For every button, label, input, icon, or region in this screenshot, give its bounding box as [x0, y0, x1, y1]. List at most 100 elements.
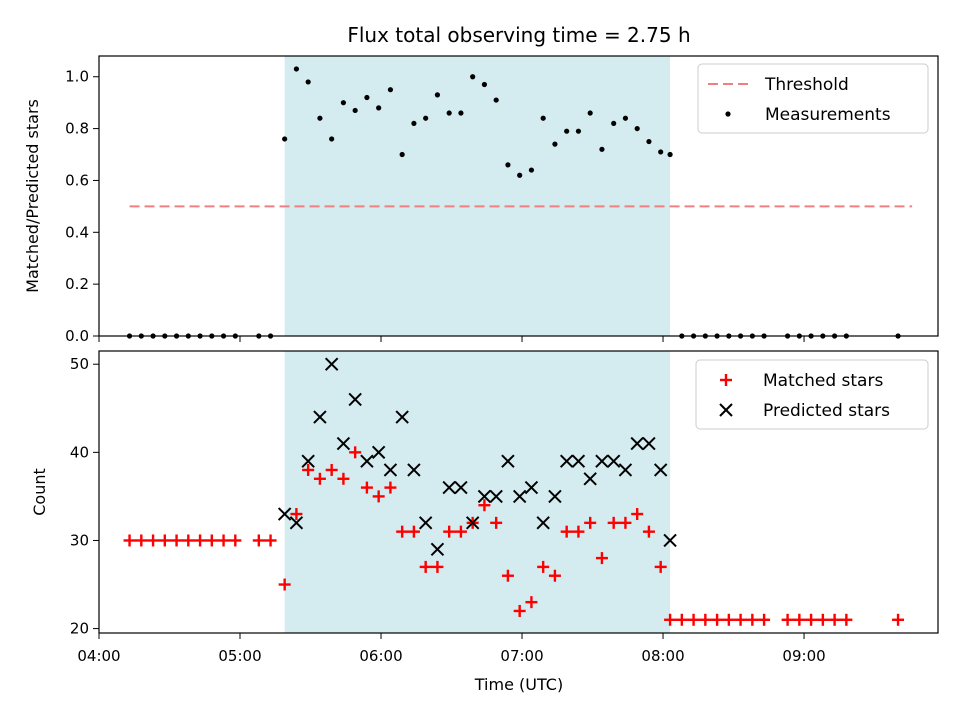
measurement-point: [446, 110, 452, 116]
legend-matched-label: Matched stars: [763, 371, 883, 391]
matched-star-point: [313, 472, 326, 485]
matched-star-point: [746, 613, 759, 626]
top-legend: Threshold Measurements: [697, 63, 929, 134]
matched-star-point: [816, 613, 829, 626]
matched-star-point: [687, 613, 700, 626]
measurement-point: [540, 115, 546, 121]
bottom-ytick-label: 50: [70, 355, 89, 373]
matched-star-point: [525, 596, 538, 609]
measurement-point: [622, 115, 629, 121]
predicted-star-point: [442, 480, 456, 495]
measurement-point: [481, 81, 488, 88]
predicted-star-point: [301, 454, 315, 468]
measurement-point: [470, 74, 476, 80]
measurement-point: [493, 97, 499, 103]
predicted-star-point: [336, 436, 351, 451]
xtick-label: 05:00: [218, 647, 261, 665]
matched-star-point: [278, 578, 291, 591]
predicted-star-point: [571, 454, 586, 468]
matched-star-point: [229, 534, 242, 547]
top-ytick-label: 0.4: [65, 223, 89, 241]
predicted-star-point: [606, 454, 621, 468]
measurement-point: [305, 79, 311, 85]
chart-title: Flux total observing time = 2.75 h: [347, 23, 690, 47]
measurement-point: [517, 172, 523, 178]
matched-star-point: [607, 516, 620, 529]
predicted-star-point: [630, 436, 644, 451]
matched-star-point: [302, 463, 315, 476]
bottom-ytick-label: 40: [70, 443, 89, 461]
xtick-label: 04:00: [77, 647, 120, 665]
measurement-point: [387, 87, 394, 93]
top-legend-box: [697, 63, 929, 134]
predicted-star-point: [465, 516, 480, 530]
matched-star-point: [722, 613, 735, 626]
matched-star-point: [572, 525, 585, 538]
matched-star-point: [384, 481, 397, 494]
measurement-point: [364, 94, 370, 101]
matched-star-point: [595, 552, 608, 565]
bottom-axes-frame: [98, 350, 939, 634]
predicted-star-point: [642, 436, 656, 451]
matched-star-point: [711, 613, 724, 626]
matched-star-point: [396, 525, 409, 538]
matched-star-point: [170, 534, 183, 547]
xtick-label: 09:00: [782, 647, 825, 665]
matched-star-point: [360, 481, 373, 494]
predicted-star-point: [548, 489, 562, 504]
predicted-star-point: [418, 516, 433, 530]
matched-star-point: [584, 516, 597, 529]
measurement-point: [634, 125, 640, 132]
measurement-point: [411, 120, 417, 127]
top-panel: 0.0 0.2 0.4 0.6 0.8 1.0 Matched/Predicted sta…: [23, 55, 939, 345]
predicted-star-point: [289, 516, 304, 530]
bottom-observing-span: [284, 351, 671, 633]
matched-star-point: [443, 525, 456, 538]
predicted-star-point: [512, 489, 527, 504]
predicted-star-point: [501, 454, 515, 468]
matched-star-point: [419, 560, 432, 573]
predicted-star-point: [477, 489, 492, 504]
matched-star-point: [478, 499, 491, 512]
measurement-point: [658, 149, 664, 155]
predicted-star-point: [395, 410, 409, 424]
x-axis-label: Time (UTC): [474, 675, 563, 694]
measurement-point: [564, 128, 570, 134]
measurement-point: [376, 105, 382, 111]
matched-star-point: [805, 613, 818, 626]
legend-predicted-swatch: [719, 403, 733, 417]
matched-star-point: [758, 613, 771, 626]
top-ytick-label: 1.0: [65, 68, 89, 86]
top-ytick-label: 0.0: [65, 327, 89, 345]
matched-star-point: [182, 534, 195, 547]
measurement-point: [552, 141, 558, 147]
measurement-point: [611, 120, 617, 127]
matched-star-point: [264, 534, 277, 547]
matched-star-point: [537, 560, 550, 573]
matched-star-point: [123, 534, 136, 547]
top-axes-frame: [98, 55, 939, 337]
top-ytick-label: 0.8: [65, 120, 89, 138]
measurement-point: [575, 128, 582, 134]
predicted-star-point: [430, 542, 445, 556]
measurement-point: [458, 110, 464, 116]
matched-star-point: [454, 525, 467, 538]
matched-star-point: [325, 463, 338, 476]
measurement-point: [282, 136, 288, 142]
predicted-star-point: [653, 463, 668, 477]
matched-star-point: [793, 613, 806, 626]
matched-star-point: [734, 613, 747, 626]
matched-star-point: [675, 613, 688, 626]
measurement-point: [329, 136, 335, 142]
measurement-point: [528, 167, 535, 173]
matched-star-point: [194, 534, 207, 547]
predicted-star-point: [383, 463, 398, 477]
matched-star-point: [490, 516, 503, 529]
matched-star-point: [252, 534, 265, 547]
matched-star-point: [372, 490, 385, 503]
predicted-star-point: [407, 463, 421, 477]
predicted-star-point: [360, 454, 374, 468]
matched-star-point: [664, 613, 677, 626]
bottom-legend: Matched stars Predicted stars: [695, 359, 929, 430]
